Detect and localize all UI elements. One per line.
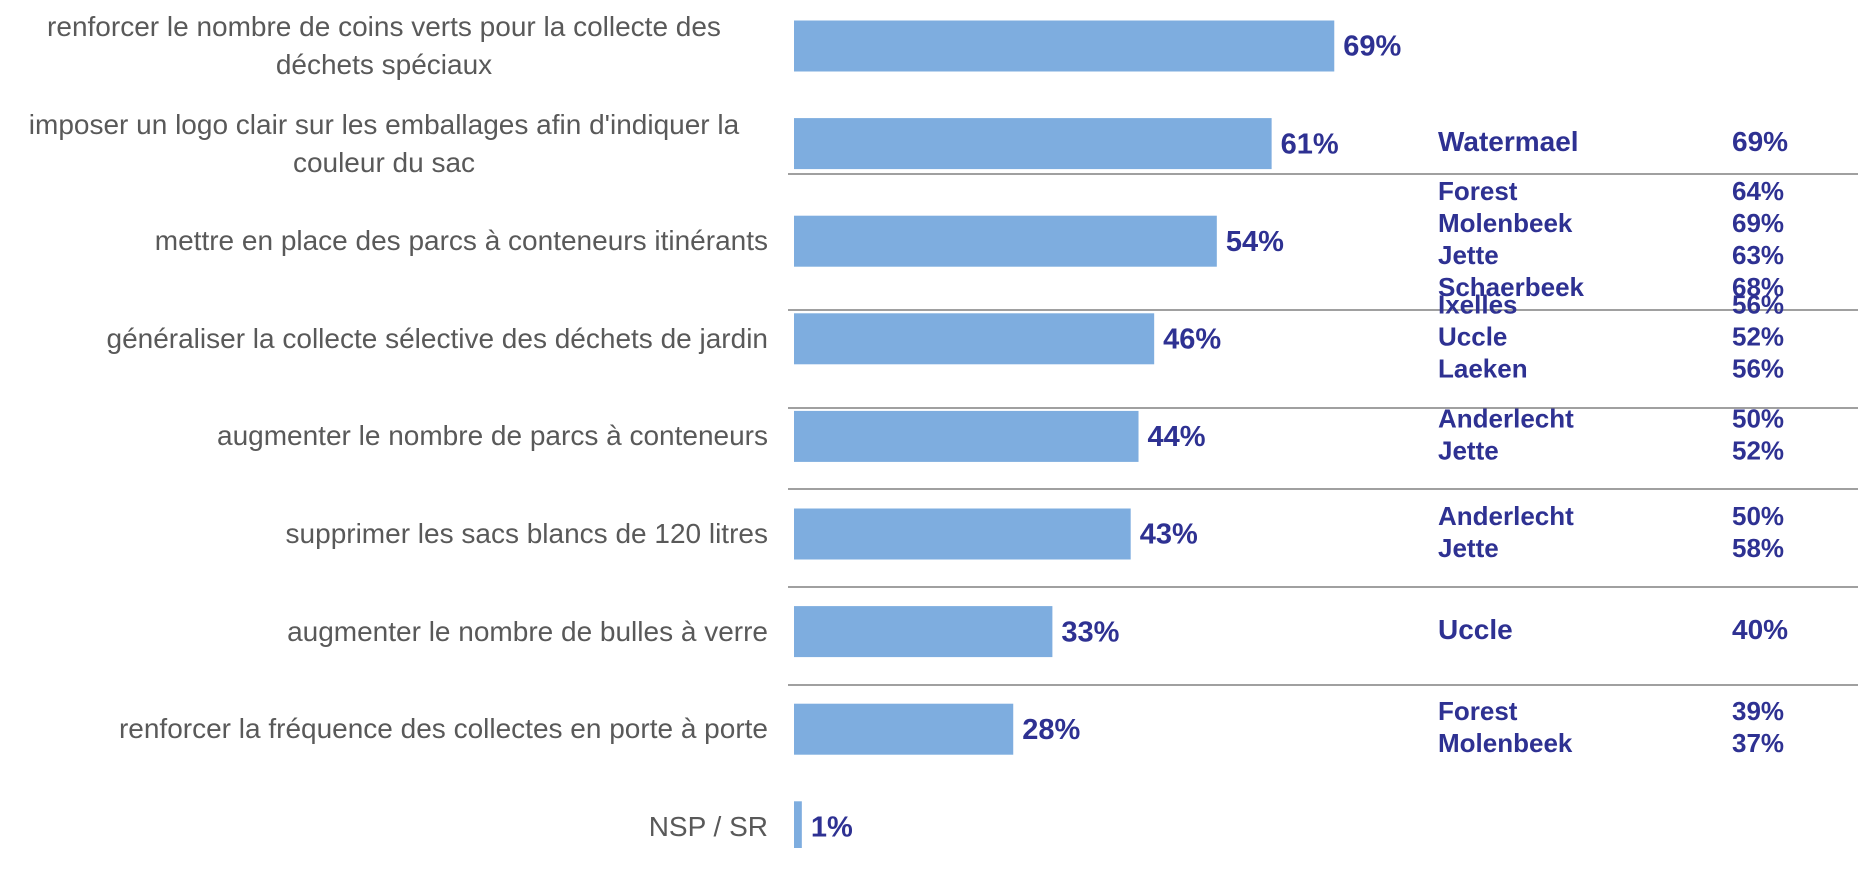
bar — [794, 801, 802, 848]
category-text: NSP / SR — [648, 810, 768, 842]
annotation-name: Forest — [1438, 696, 1518, 726]
category-label: augmenter le nombre de parcs à conteneur… — [217, 386, 768, 486]
value-label: 46% — [1163, 323, 1221, 355]
value-label: 54% — [1226, 226, 1284, 258]
annotation-value: 64% — [1732, 176, 1784, 206]
category-text: renforcer la fréquence des collectes en … — [118, 713, 768, 745]
category-label: supprimer les sacs blancs de 120 litres — [286, 484, 768, 584]
category-text: renforcer le nombre de coins verts pour … — [47, 11, 721, 80]
value-label: 69% — [1343, 31, 1401, 63]
annotation-value: 68% — [1732, 272, 1784, 302]
annotation-value: 56% — [1732, 354, 1784, 384]
annotation-name: Molenbeek — [1438, 208, 1573, 238]
bar — [794, 118, 1272, 170]
bar — [794, 606, 1053, 658]
value-label: 28% — [1022, 714, 1080, 746]
annotation-value: 56% — [1732, 290, 1784, 320]
annotation-value: 40% — [1732, 614, 1788, 645]
value-label: 43% — [1140, 519, 1198, 551]
bar — [794, 20, 1335, 72]
category-label: mettre en place des parcs à conteneurs i… — [155, 191, 768, 291]
category-label: généraliser la collecte sélective des dé… — [107, 289, 769, 389]
bar — [794, 215, 1217, 267]
annotation-value: 69% — [1732, 126, 1788, 157]
annotation-value: 50% — [1732, 501, 1784, 531]
bar — [794, 313, 1155, 365]
annotation-value: 39% — [1732, 696, 1784, 726]
annotation-name: Watermael — [1438, 126, 1579, 157]
annotation-name: Jette — [1438, 435, 1499, 465]
annotation-value: 52% — [1732, 435, 1784, 465]
category-label: renforcer la fréquence des collectes en … — [119, 679, 768, 779]
category-label: renforcer le nombre de coins verts pour … — [0, 0, 768, 96]
category-text: mettre en place des parcs à conteneurs i… — [154, 225, 768, 257]
annotation-name: Jette — [1438, 533, 1499, 563]
annotation-name: Uccle — [1438, 322, 1507, 352]
annotation-name: Jette — [1438, 240, 1499, 270]
annotation-value: 58% — [1732, 533, 1784, 563]
bar — [794, 703, 1014, 755]
bar — [794, 410, 1139, 462]
annotation-value: 37% — [1732, 728, 1784, 758]
annotation-name: Anderlecht — [1438, 501, 1574, 531]
value-label: 61% — [1281, 128, 1339, 160]
annotation-name: Laeken — [1438, 354, 1528, 384]
page: 69% 61% 54% 46% 44% 43% 33% 28% 1% Watermael 69% Fo… — [0, 0, 1858, 848]
annotation-name: Ixelles — [1438, 290, 1518, 320]
category-text: supprimer les sacs blancs de 120 litres — [285, 518, 768, 549]
category-label: augmenter le nombre de bulles à verre — [287, 582, 768, 682]
category-text: augmenter le nombre de bulles à verre — [287, 615, 768, 647]
annotation-name: Uccle — [1438, 614, 1513, 645]
category-label: imposer un logo clair sur les emballages… — [0, 94, 768, 194]
annotation-name: Forest — [1438, 176, 1518, 206]
bar — [794, 508, 1131, 560]
category-text: imposer un logo clair sur les emballages… — [28, 108, 740, 178]
category-text: généraliser la collecte sélective des dé… — [106, 322, 769, 354]
annotation-name: Anderlecht — [1438, 403, 1574, 433]
value-label: 44% — [1148, 421, 1206, 453]
annotation-value: 63% — [1732, 240, 1784, 270]
annotation-value: 50% — [1732, 403, 1784, 433]
value-label: 33% — [1061, 616, 1119, 648]
chart: 69% 61% 54% 46% 44% 43% 33% 28% 1% Watermael 69% Fo… — [788, 20, 1858, 848]
annotation-value: 69% — [1732, 208, 1784, 238]
annotation-value: 52% — [1732, 322, 1784, 352]
annotation-name: Molenbeek — [1438, 728, 1573, 758]
category-label: NSP / SR — [649, 777, 768, 877]
annotation-name: Schaerbeek — [1438, 272, 1585, 302]
category-text: augmenter le nombre de parcs à conteneur… — [217, 420, 768, 452]
value-label: 1% — [811, 811, 853, 843]
